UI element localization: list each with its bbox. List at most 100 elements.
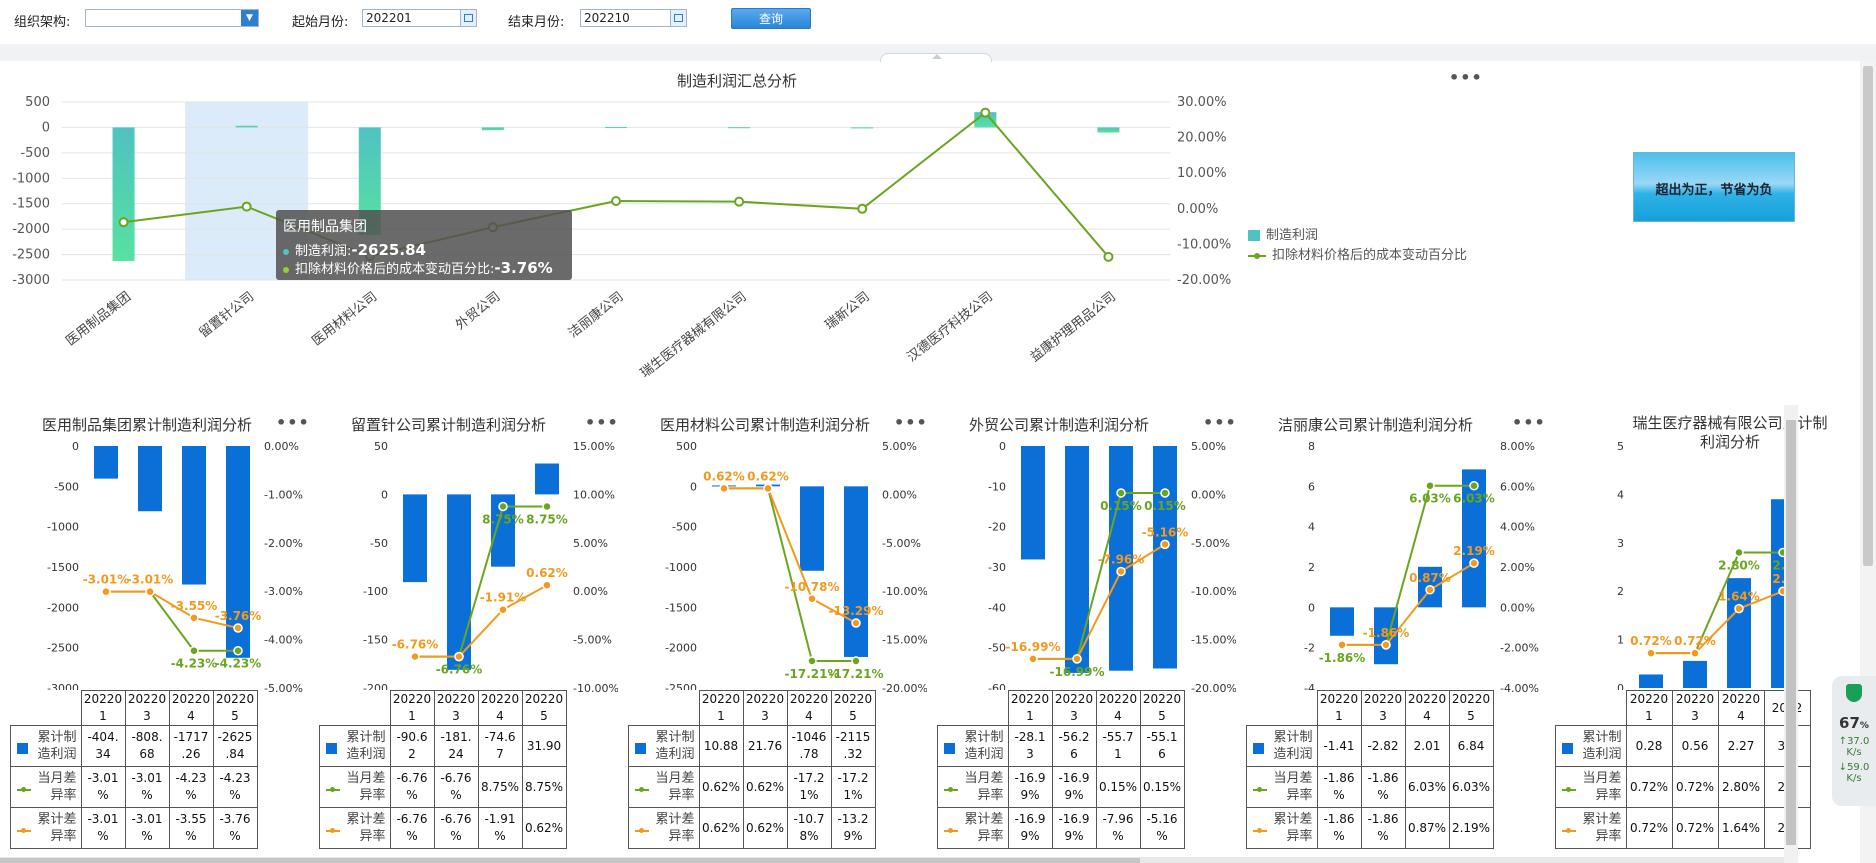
line-swatch-icon [1253, 786, 1267, 792]
x-tick-label: 汉德医疗科技公司 [905, 289, 996, 365]
line-point [1160, 488, 1170, 498]
tooltip-value-1: -2625.84 [351, 241, 426, 259]
y-tick-label: -150 [363, 634, 388, 647]
x-tick-label: 外贸公司 [453, 289, 503, 333]
y-tick-label: -50 [988, 642, 1006, 655]
line-point [1425, 480, 1435, 491]
y-tick-label: 0 [999, 440, 1006, 453]
line-point [1469, 480, 1479, 491]
month-rate-line [724, 487, 856, 662]
table-row: 当月差 异率 -16.9 9% -16.9 9% 0.15% 0.15% [937, 766, 1185, 808]
y-tick-label: 5 [1617, 440, 1624, 453]
data-label: -3.01% [83, 573, 130, 587]
y-tick-label: -1000 [12, 171, 50, 186]
bar-swatch-icon [326, 743, 337, 754]
line-point [763, 483, 773, 494]
more-options-icon[interactable]: ••• [276, 413, 310, 432]
line-point [851, 656, 861, 666]
table-corner [10, 690, 82, 726]
x-tick-label: 益康护理用品公司 [1027, 289, 1119, 366]
start-month-label: 起始月份: [292, 15, 349, 30]
calendar-icon[interactable] [460, 10, 476, 26]
data-label: -16.99% [1050, 665, 1105, 679]
row-label: 当月差 异率 [1273, 771, 1313, 803]
line-point [719, 483, 729, 494]
table-cell: -56.2 6 [1051, 725, 1097, 767]
y-tick-label: 500 [25, 95, 50, 110]
org-label: 组织架构: [14, 15, 71, 30]
y2-tick-label: 0.00% [1500, 601, 1535, 614]
table-header: 20220 5 [521, 690, 567, 726]
y-tick-label: -20 [988, 521, 1006, 534]
y2-tick-label: 20.00% [1177, 131, 1227, 146]
line-point [807, 594, 817, 604]
table-cell: -6.76 % [389, 807, 435, 849]
y2-tick-label: 4.00% [1500, 521, 1535, 534]
legend-item-bar[interactable]: 制造利润 [1248, 224, 1467, 244]
bar [447, 494, 471, 670]
more-options-icon[interactable]: ••• [585, 413, 619, 432]
table-header: 20220 3 [1051, 690, 1097, 726]
company-chart: 0 -500 -1000 -1500 -2000 -2500 -3000 0.00% -1.00… [47, 440, 303, 692]
table-corner [628, 690, 700, 726]
start-month-input[interactable]: 202201 [362, 9, 477, 27]
bar [1109, 446, 1133, 671]
y-tick-label: -200 [363, 682, 388, 692]
table-cell: -7.96 % [1095, 807, 1141, 849]
table-header: 20220 4 [786, 690, 832, 726]
line-point [542, 580, 552, 590]
table-row: 累计差 异率 -6.76 % -6.76 % -1.91 % 0.62% [319, 807, 567, 849]
bar [226, 446, 250, 658]
calendar-icon[interactable] [670, 10, 686, 26]
data-label: 2.80% [1718, 558, 1760, 572]
table-cell: -16.9 9% [1051, 766, 1097, 808]
panel-scroll-thumb[interactable] [1786, 420, 1796, 845]
y-tick-label: 2 [1617, 585, 1624, 598]
table-row: 当月差 异率 -3.01 % -3.01 % -4.23 % -4.23 % [10, 766, 258, 808]
bar-swatch-icon [944, 743, 955, 754]
y2-tick-label: 5.00% [882, 440, 917, 453]
bar [1639, 674, 1663, 688]
row-label: 当月差 异率 [37, 771, 77, 803]
table-cell: 0.62% [742, 807, 788, 849]
more-options-icon[interactable]: ••• [1512, 413, 1546, 432]
line-point [857, 203, 868, 214]
more-options-icon[interactable]: ••• [1449, 68, 1483, 87]
table-header: 20220 3 [433, 690, 479, 726]
table-corner [1246, 690, 1318, 726]
y-tick-label: -500 [54, 480, 79, 493]
y2-tick-label: -20.00% [1191, 682, 1236, 692]
y-tick-label: 2 [1308, 561, 1315, 574]
row-label: 当月差 异率 [1582, 771, 1622, 803]
bar [1097, 127, 1120, 133]
more-options-icon[interactable]: ••• [894, 413, 928, 432]
company-chart-title: 洁丽康公司累计制造利润分析 [1278, 416, 1474, 434]
table-row: 累计差 异率 0.62% 0.62% -10.7 8% -13.2 9% [628, 807, 876, 849]
data-label: -4.23% [215, 657, 262, 671]
table-cell: 2.80% [1717, 766, 1765, 808]
chevron-down-icon[interactable]: ▼ [241, 10, 258, 26]
page-scroll-thumb[interactable] [1863, 66, 1873, 566]
table-cell: -1.86 % [1360, 766, 1406, 808]
collapse-handle[interactable] [880, 53, 992, 62]
table-corner [1555, 690, 1627, 726]
tooltip-label-1: 制造利润: [295, 244, 352, 259]
y-tick-label: -40 [988, 601, 1006, 614]
data-table: 20220 1 20220 3 20220 4 20220 5 累计制 造利润 10.88… [628, 690, 876, 849]
bar [94, 446, 118, 479]
table-cell: -6.76 % [433, 766, 479, 808]
y-tick-label: 0 [1308, 601, 1315, 614]
data-label: -6.76% [392, 638, 439, 652]
org-select[interactable]: ▼ [85, 9, 259, 27]
note-banner: 超出为正，节省为负 [1633, 152, 1795, 222]
shield-icon [1846, 684, 1862, 702]
end-month-input[interactable]: 202210 [580, 9, 687, 27]
query-button[interactable]: 查询 [731, 8, 811, 29]
x-tick-label: 留置针公司 [197, 289, 257, 341]
horizontal-scroll-thumb[interactable] [0, 858, 1140, 863]
more-options-icon[interactable]: ••• [1203, 413, 1237, 432]
bar [1021, 446, 1045, 560]
table-row: 累计制 造利润 10.88 21.76 -1046 .78 -2115 .32 [628, 725, 876, 767]
legend-item-line[interactable]: 扣除材料价格后的成本变动百分比 [1248, 244, 1467, 264]
bar [358, 127, 381, 236]
